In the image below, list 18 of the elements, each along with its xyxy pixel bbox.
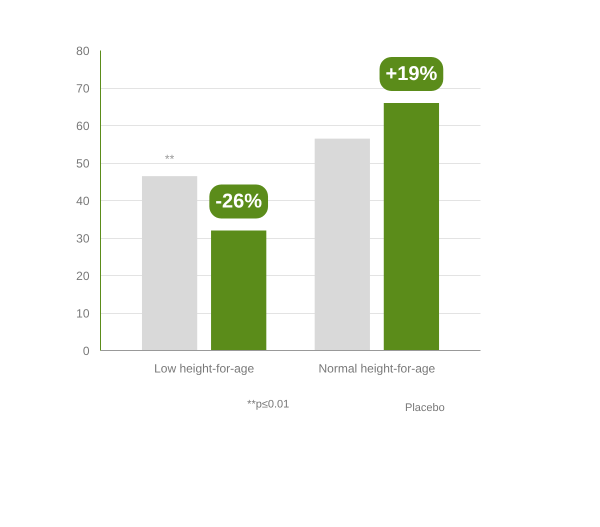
y-tick-label: 60 (76, 119, 90, 133)
text: **p≤0.01 (247, 398, 290, 410)
y-tick-label: 0 (82, 344, 90, 358)
y-tick-label: 70 (76, 82, 90, 96)
y-tick-label: 30 (76, 232, 90, 246)
annotation: ** (164, 152, 175, 166)
y-tick-label: 50 (76, 156, 90, 170)
text: Placebo (405, 402, 446, 414)
annotation: -26% (215, 190, 262, 212)
x-tick-label: Low height-for-age (154, 362, 254, 376)
bar (384, 103, 440, 350)
annotation: +19% (386, 63, 438, 85)
y-tick-label: 10 (76, 306, 90, 320)
y-tick-label: 80 (76, 44, 90, 58)
bar (211, 230, 266, 350)
y-tick-label: 40 (76, 194, 90, 208)
y-tick-label: 20 (76, 269, 90, 283)
x-tick-label: Normal height-for-age (318, 362, 436, 376)
